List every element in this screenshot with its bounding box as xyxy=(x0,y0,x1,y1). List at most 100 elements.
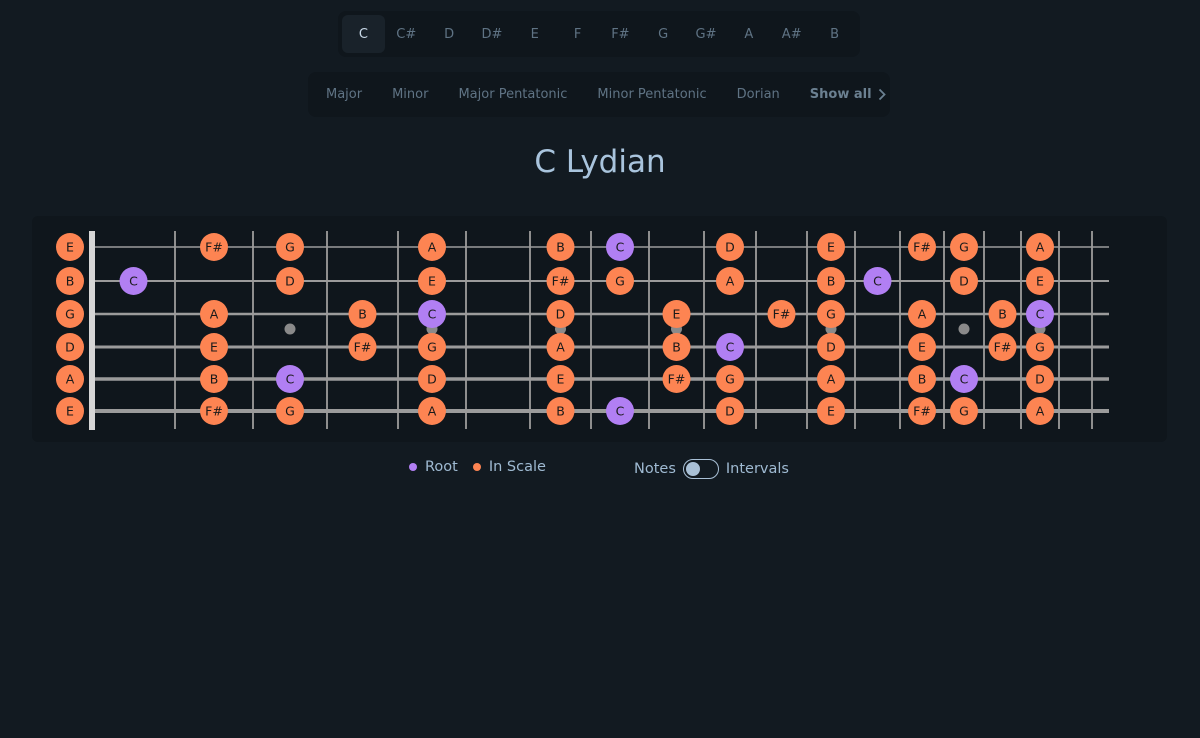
scale-note-marker[interactable] xyxy=(908,397,936,425)
scale-note-marker[interactable] xyxy=(817,397,845,425)
note-label: A xyxy=(210,307,219,322)
root-note-marker[interactable] xyxy=(119,267,148,295)
scale-note-marker[interactable] xyxy=(546,233,575,261)
scale-note-marker[interactable] xyxy=(348,300,377,328)
scale-note-marker[interactable] xyxy=(200,300,228,328)
root-note-marker[interactable] xyxy=(1026,300,1054,328)
scale-tab-major-pentatonic[interactable]: Major Pentatonic xyxy=(458,87,568,102)
note-label: F# xyxy=(913,404,931,419)
scale-note-marker[interactable] xyxy=(276,233,304,261)
scale-note-marker[interactable] xyxy=(1026,333,1054,361)
key-button-c-sharp[interactable]: C# xyxy=(396,26,417,42)
scale-note-marker[interactable] xyxy=(200,333,228,361)
scale-note-marker[interactable] xyxy=(716,267,744,295)
display-toggle: Notes Intervals xyxy=(634,459,789,479)
scale-note-marker[interactable] xyxy=(546,267,575,295)
scale-note-marker[interactable] xyxy=(348,333,377,361)
scale-note-marker[interactable] xyxy=(908,365,936,393)
scale-note-marker[interactable] xyxy=(546,365,575,393)
scale-tab-minor-pentatonic[interactable]: Minor Pentatonic xyxy=(597,87,707,102)
scale-note-marker[interactable] xyxy=(56,365,84,393)
key-button-c[interactable]: C xyxy=(342,15,385,53)
scale-note-marker[interactable] xyxy=(418,333,446,361)
scale-note-marker[interactable] xyxy=(418,233,446,261)
scale-note-marker[interactable] xyxy=(276,397,304,425)
key-button-d-sharp[interactable]: D# xyxy=(481,26,503,42)
note-label: E xyxy=(210,340,218,355)
scale-note-marker[interactable] xyxy=(56,233,84,261)
note-label: D xyxy=(1035,372,1045,387)
scale-note-marker[interactable] xyxy=(988,300,1017,328)
note-label: A xyxy=(827,372,836,387)
scale-note-marker[interactable] xyxy=(200,233,228,261)
scale-note-marker[interactable] xyxy=(950,233,978,261)
key-button-f-sharp[interactable]: F# xyxy=(611,26,630,42)
scale-note-marker[interactable] xyxy=(276,267,304,295)
scale-note-marker[interactable] xyxy=(200,397,228,425)
scale-note-marker[interactable] xyxy=(606,267,634,295)
scale-note-marker[interactable] xyxy=(817,300,845,328)
scale-note-marker[interactable] xyxy=(908,333,936,361)
root-note-marker[interactable] xyxy=(950,365,978,393)
scale-note-marker[interactable] xyxy=(1026,267,1054,295)
scale-note-marker[interactable] xyxy=(716,365,744,393)
root-note-marker[interactable] xyxy=(606,397,634,425)
scale-note-marker[interactable] xyxy=(1026,233,1054,261)
scale-note-marker[interactable] xyxy=(662,300,691,328)
root-note-marker[interactable] xyxy=(276,365,304,393)
scale-note-marker[interactable] xyxy=(767,300,796,328)
root-note-marker[interactable] xyxy=(418,300,446,328)
scale-note-marker[interactable] xyxy=(56,333,84,361)
notes-intervals-toggle[interactable] xyxy=(682,459,719,479)
key-button-d[interactable]: D xyxy=(444,26,455,42)
scale-note-marker[interactable] xyxy=(56,267,84,295)
scale-note-marker[interactable] xyxy=(817,333,845,361)
scale-note-marker[interactable] xyxy=(662,333,691,361)
scale-tab-minor[interactable]: Minor xyxy=(392,87,429,102)
intervals-label[interactable]: Intervals xyxy=(725,461,789,477)
scale-note-marker[interactable] xyxy=(56,300,84,328)
scale-note-marker[interactable] xyxy=(1026,397,1054,425)
scale-note-marker[interactable] xyxy=(546,300,575,328)
root-note-marker[interactable] xyxy=(716,333,744,361)
scale-note-marker[interactable] xyxy=(716,233,744,261)
scale-note-marker[interactable] xyxy=(546,333,575,361)
scale-note-marker[interactable] xyxy=(817,233,845,261)
scale-tab-major[interactable]: Major xyxy=(326,87,363,102)
key-button-g[interactable]: G xyxy=(658,26,669,42)
scale-note-marker[interactable] xyxy=(908,233,936,261)
scale-tab-dorian[interactable]: Dorian xyxy=(736,87,780,102)
key-button-g-sharp[interactable]: G# xyxy=(695,26,717,42)
note-label: B xyxy=(827,274,836,289)
key-button-a-sharp[interactable]: A# xyxy=(781,26,802,42)
note-label: B xyxy=(66,274,75,289)
scale-note-marker[interactable] xyxy=(950,397,978,425)
scale-note-marker[interactable] xyxy=(1026,365,1054,393)
scale-note-marker[interactable] xyxy=(988,333,1017,361)
scale-note-marker[interactable] xyxy=(546,397,575,425)
scale-note-marker[interactable] xyxy=(418,365,446,393)
scale-note-marker[interactable] xyxy=(662,365,691,393)
scale-note-marker[interactable] xyxy=(418,267,446,295)
root-note-marker[interactable] xyxy=(863,267,892,295)
key-button-a[interactable]: A xyxy=(744,26,754,42)
note-label: A xyxy=(918,307,927,322)
scale-note-marker[interactable] xyxy=(418,397,446,425)
scale-note-marker[interactable] xyxy=(950,267,978,295)
note-label: C xyxy=(1036,307,1045,322)
scale-note-marker[interactable] xyxy=(817,267,845,295)
note-label: F# xyxy=(994,340,1012,355)
scale-note-marker[interactable] xyxy=(817,365,845,393)
key-button-f[interactable]: F xyxy=(573,26,582,42)
show-all-button[interactable]: Show all xyxy=(810,87,886,102)
key-button-b[interactable]: B xyxy=(830,26,839,42)
note-label: C xyxy=(286,372,295,387)
scale-note-marker[interactable] xyxy=(56,397,84,425)
scale-note-marker[interactable] xyxy=(200,365,228,393)
root-note-marker[interactable] xyxy=(606,233,634,261)
note-label: C xyxy=(428,307,437,322)
scale-note-marker[interactable] xyxy=(908,300,936,328)
notes-label[interactable]: Notes xyxy=(634,461,676,477)
scale-note-marker[interactable] xyxy=(716,397,744,425)
key-button-e[interactable]: E xyxy=(530,26,539,42)
